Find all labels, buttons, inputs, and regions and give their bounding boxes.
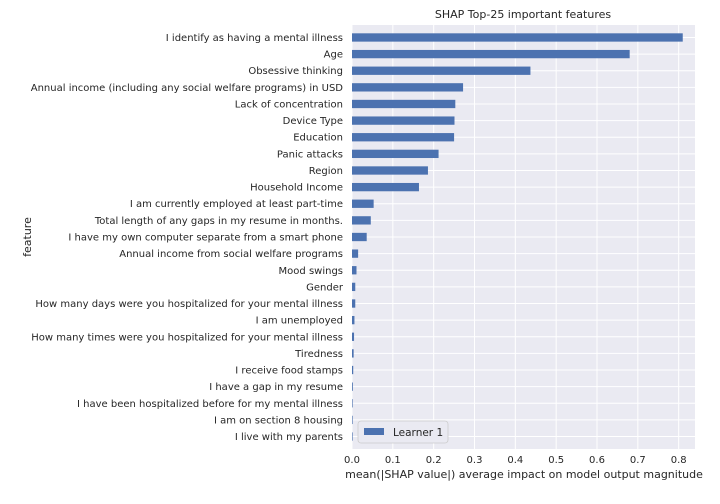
bar xyxy=(352,66,531,75)
legend-label: Learner 1 xyxy=(393,427,443,439)
legend-box xyxy=(357,420,449,444)
y-tick-label: Device Type xyxy=(283,116,343,127)
y-tick-label: Annual income from social welfare progra… xyxy=(119,249,343,260)
chart-title: SHAP Top-25 important features xyxy=(435,8,611,21)
bar xyxy=(352,382,353,391)
bar xyxy=(352,99,456,109)
y-tick-label: Tiredness xyxy=(294,349,343,360)
bar xyxy=(352,49,630,59)
x-tick-label: 0.8 xyxy=(671,455,687,466)
bar xyxy=(352,182,419,192)
x-tick-label: 0.1 xyxy=(385,455,401,466)
y-tick-label: Mood swings xyxy=(279,266,343,277)
y-tick-label: How many days were you hospitalized for … xyxy=(35,299,343,310)
y-tick-label: How many times were you hospitalized for… xyxy=(31,332,343,343)
x-tick-label: 0.7 xyxy=(630,455,646,466)
y-axis-label: feature xyxy=(21,217,34,257)
x-tick-label: 0.3 xyxy=(467,455,483,466)
bar xyxy=(352,232,367,242)
x-tick-label: 0.0 xyxy=(344,455,360,466)
bar xyxy=(352,315,355,325)
bar xyxy=(352,399,353,408)
bar xyxy=(352,415,353,425)
x-axis-label: mean(|SHAP value|) average impact on mod… xyxy=(345,468,703,481)
bar xyxy=(352,432,353,441)
bars xyxy=(352,33,683,441)
x-tick-label: 0.5 xyxy=(548,455,564,466)
y-tick-label: Region xyxy=(309,166,343,177)
y-tick-label: I am on section 8 housing xyxy=(214,415,343,426)
y-tick-label: Panic attacks xyxy=(277,149,343,160)
bar xyxy=(352,116,455,125)
y-tick-label: I identify as having a mental illness xyxy=(166,33,343,44)
bar xyxy=(352,133,455,142)
y-tick-label: I am currently employed at least part-ti… xyxy=(130,199,343,210)
y-tick-label: I live with my parents xyxy=(235,432,343,443)
y-tick-label: Lack of concentration xyxy=(235,99,343,110)
y-tick-label: I am unemployed xyxy=(256,316,343,327)
bar xyxy=(352,149,439,159)
bar xyxy=(352,33,683,42)
bar xyxy=(352,216,371,225)
y-tick-label: Total length of any gaps in my resume in… xyxy=(94,216,343,227)
y-tick-label: I have a gap in my resume xyxy=(209,382,343,393)
bar xyxy=(352,166,428,175)
x-tick-label: 0.4 xyxy=(507,455,523,466)
legend: Learner 1 xyxy=(357,420,449,444)
y-tick-label: Education xyxy=(293,133,343,144)
bar xyxy=(352,299,356,308)
y-tick-label: Obsessive thinking xyxy=(248,66,343,77)
y-tick-label: Annual income (including any social welf… xyxy=(31,83,344,94)
x-tick-label: 0.2 xyxy=(426,455,442,466)
x-tick-labels: 0.0 0.1 0.2 0.3 0.4 0.5 0.6 0.7 0.8 xyxy=(344,455,687,466)
y-tick-labels: I identify as having a mental illness Age… xyxy=(31,33,344,443)
y-tick-label: I receive food stamps xyxy=(235,366,343,377)
y-tick-label: I have been hospitalized before for my m… xyxy=(77,399,343,410)
bar xyxy=(352,199,374,208)
bar xyxy=(352,349,354,358)
y-tick-label: Age xyxy=(324,50,343,61)
bar xyxy=(352,266,357,275)
bar xyxy=(352,332,355,341)
y-tick-label: Household Income xyxy=(250,183,343,194)
bar xyxy=(352,249,359,258)
legend-swatch xyxy=(364,428,384,435)
y-tick-label: Gender xyxy=(306,282,344,293)
bar xyxy=(352,282,356,292)
bar xyxy=(352,365,354,375)
bar xyxy=(352,83,464,92)
y-tick-label: I have my own computer separate from a s… xyxy=(68,233,343,244)
x-tick-label: 0.6 xyxy=(589,455,605,466)
